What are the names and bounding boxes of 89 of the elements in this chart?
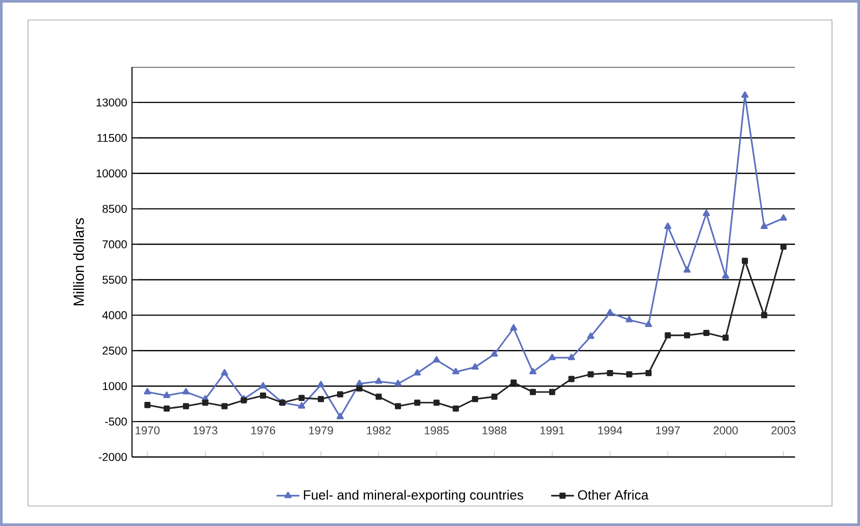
point [182, 403, 190, 410]
point [761, 312, 768, 318]
point [317, 380, 324, 388]
point [510, 379, 517, 386]
point [626, 371, 632, 378]
x-tick-label: 2003 [771, 426, 796, 434]
point [202, 400, 208, 406]
point [549, 388, 556, 396]
point [548, 354, 556, 360]
x-tick-label: 1985 [424, 426, 449, 434]
x-tick-label: 1991 [540, 426, 564, 434]
x-tick-label: 2000 [714, 426, 738, 434]
y-tick-label: 7000 [102, 240, 127, 248]
point [433, 400, 440, 406]
y-axis-title: Million dollars [73, 218, 84, 306]
point [394, 403, 402, 410]
point [588, 371, 594, 378]
point [376, 394, 382, 400]
x-tick-label: 1982 [366, 426, 391, 434]
x-tick-label: 1976 [251, 426, 276, 434]
x-tick-label: 1970 [136, 426, 160, 434]
y-tick-label: 11500 [97, 134, 127, 142]
point [587, 332, 594, 339]
x-tick-label: 1997 [656, 426, 680, 434]
point [472, 396, 478, 402]
point [684, 332, 690, 338]
y-tick-label: 10000 [96, 169, 127, 178]
x-tick-label: 1973 [193, 426, 218, 434]
y-tick-label: 5500 [102, 276, 127, 284]
y-tick-label: 4000 [102, 311, 127, 320]
point [432, 356, 440, 362]
point [645, 370, 652, 376]
point [742, 258, 748, 264]
x-tick-label: 1994 [598, 426, 622, 434]
point [260, 392, 266, 399]
point [414, 369, 421, 376]
point [318, 396, 324, 402]
point [490, 350, 498, 357]
point [337, 391, 344, 398]
point [336, 412, 344, 420]
point [298, 394, 305, 401]
legend-label: Other Africa [578, 490, 649, 500]
point [164, 405, 170, 412]
point [530, 388, 536, 396]
point [510, 324, 518, 331]
point [356, 385, 362, 392]
point [664, 332, 671, 338]
point [452, 368, 460, 374]
y-tick-label: 1000 [102, 382, 127, 390]
point [722, 272, 730, 279]
y-tick-label: 2500 [102, 346, 127, 355]
point [626, 316, 633, 322]
point [529, 368, 536, 374]
legend-label: Fuel- and mineral-exporting countries [304, 490, 524, 502]
point [684, 266, 691, 273]
point [220, 369, 228, 376]
point [722, 334, 729, 341]
point [144, 388, 151, 394]
point [760, 222, 768, 229]
point [356, 380, 364, 386]
point [414, 400, 420, 406]
point [703, 330, 710, 336]
point [606, 370, 614, 376]
point [144, 402, 150, 408]
point [702, 210, 710, 216]
point [780, 244, 787, 250]
y-tick-label: -500 [105, 418, 127, 426]
point [644, 320, 652, 328]
point [394, 380, 402, 386]
point [259, 382, 267, 388]
point [472, 363, 479, 370]
x-tick-label: 1988 [482, 426, 506, 434]
x-tick-label: 1979 [309, 426, 333, 434]
point [298, 402, 306, 409]
point [491, 394, 498, 400]
point [780, 214, 788, 221]
y-tick-label: -2000 [98, 453, 127, 462]
point [452, 405, 459, 412]
point [606, 308, 614, 316]
point [741, 91, 748, 98]
point [163, 392, 170, 398]
point [221, 403, 228, 410]
point [182, 388, 190, 394]
y-tick-label: 13000 [96, 98, 127, 106]
point [568, 376, 575, 382]
point [664, 222, 672, 229]
point [375, 377, 382, 384]
y-tick-label: 8500 [102, 204, 127, 213]
point [568, 354, 576, 360]
